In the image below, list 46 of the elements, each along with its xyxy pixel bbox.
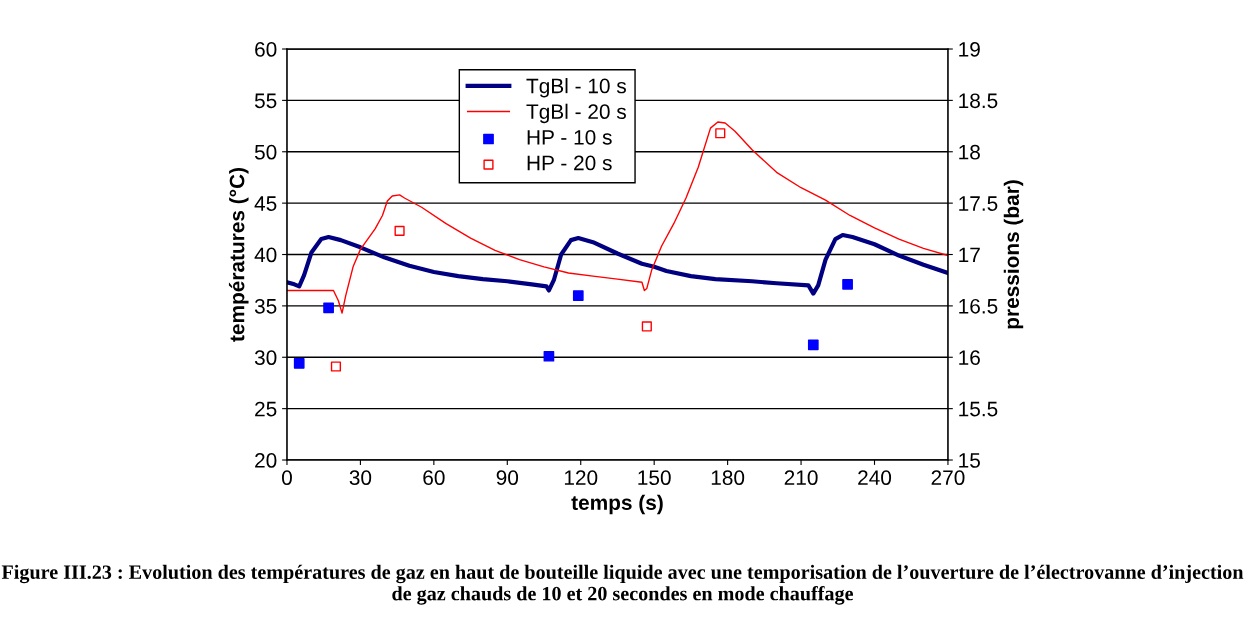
x-tick-label: 240 bbox=[858, 470, 892, 486]
point bbox=[543, 350, 555, 362]
x-tick-label: 210 bbox=[784, 470, 818, 486]
point bbox=[394, 225, 405, 236]
y-tick-label: 35 bbox=[254, 298, 277, 314]
y2-tick-label: 15.5 bbox=[959, 401, 998, 417]
point bbox=[293, 358, 305, 369]
y-tick-label: 50 bbox=[254, 144, 277, 160]
y2-tick-label: 17 bbox=[959, 247, 980, 263]
y-tick-label: 25 bbox=[255, 401, 277, 417]
y-axis-title: températures (°C) bbox=[228, 168, 249, 342]
x-tick-label: 30 bbox=[349, 470, 372, 486]
y-tick-label: 30 bbox=[254, 350, 277, 366]
y2-tick-label: 18 bbox=[959, 144, 980, 160]
point bbox=[641, 321, 652, 332]
x-tick-label: 60 bbox=[423, 470, 445, 486]
x-tick-label: 90 bbox=[496, 470, 519, 486]
point bbox=[572, 290, 584, 301]
x-tick-label: 0 bbox=[281, 470, 292, 486]
y2-tick-label: 19 bbox=[959, 42, 980, 57]
y-tick-label: 60 bbox=[255, 42, 277, 57]
y2-tick-label: 18.5 bbox=[959, 93, 998, 109]
legend-label: HP - 10 s bbox=[527, 129, 612, 145]
point bbox=[842, 278, 853, 290]
y-tick-label: 45 bbox=[254, 196, 277, 211]
x-tick-label: 270 bbox=[931, 470, 965, 486]
text: Figure III.23 : Evolution des températures de gaz en haut de bouteille liquide avec une temporisation de l’ouverture de l’électrovanne d’injection de gaz chauds de 10 et 20 secondes en mode chauffage bbox=[1, 564, 1244, 605]
y-tick-label: 40 bbox=[254, 247, 277, 263]
y2-tick-label: 15 bbox=[959, 453, 980, 468]
legend-label: HP - 20 s bbox=[527, 155, 612, 171]
y2-axis-title: pressions (bar) bbox=[1003, 180, 1024, 329]
x-axis-title: temps (s) bbox=[571, 494, 663, 515]
point bbox=[330, 361, 342, 372]
legend-label: TgBl - 20 s bbox=[526, 103, 626, 124]
x-tick-label: 120 bbox=[564, 470, 598, 486]
y-tick-label: 20 bbox=[255, 453, 277, 468]
point bbox=[807, 339, 819, 351]
x-tick-label: 180 bbox=[711, 470, 745, 486]
y2-tick-label: 16 bbox=[959, 350, 980, 366]
y2-tick-label: 16.5 bbox=[959, 298, 998, 314]
point bbox=[323, 302, 334, 314]
y2-tick-label: 17.5 bbox=[959, 196, 998, 211]
legend-label: TgBl - 10 s bbox=[526, 78, 626, 98]
x-tick-label: 150 bbox=[638, 470, 671, 486]
point bbox=[715, 128, 726, 139]
y-tick-label: 55 bbox=[254, 93, 277, 109]
